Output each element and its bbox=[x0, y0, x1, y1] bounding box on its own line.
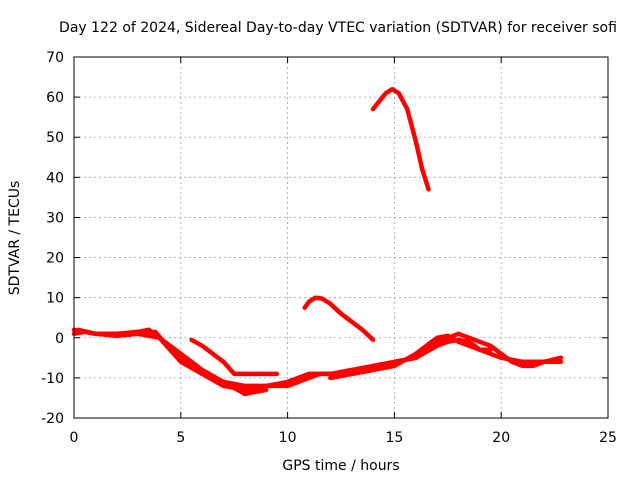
x-tick-label: 15 bbox=[385, 430, 403, 446]
y-tick-label: -20 bbox=[41, 411, 64, 427]
x-axis-label: GPS time / hours bbox=[282, 458, 399, 474]
chart-title: Day 122 of 2024, Sidereal Day-to-day VTE… bbox=[59, 20, 617, 36]
x-tick-label: 5 bbox=[176, 430, 185, 446]
x-tick-label: 0 bbox=[70, 430, 79, 446]
y-tick-label: 70 bbox=[46, 50, 64, 66]
axis-ticks: 0 5 10 15 20 25 -20 -10 0 10 20 30 40 50 60 70 bbox=[41, 50, 617, 446]
series-line-track-7 bbox=[370, 86, 431, 192]
y-tick-label: 50 bbox=[46, 130, 64, 146]
series-line-track-4 bbox=[189, 337, 280, 377]
x-tick-label: 25 bbox=[599, 430, 617, 446]
y-tick-label: 30 bbox=[46, 210, 64, 226]
y-tick-label: 0 bbox=[55, 331, 64, 347]
series-line-track-1 bbox=[71, 327, 564, 389]
y-tick-label: 40 bbox=[46, 170, 64, 186]
y-tick-label: 10 bbox=[46, 291, 64, 307]
y-tick-label: 20 bbox=[46, 251, 64, 267]
series-line-track-3 bbox=[76, 327, 269, 397]
plot-frame bbox=[73, 56, 609, 419]
y-axis-label: SDTVAR / TECUs bbox=[7, 181, 23, 296]
y-tick-label: 60 bbox=[46, 90, 64, 106]
x-tick-label: 20 bbox=[492, 430, 510, 446]
y-tick-label: -10 bbox=[41, 371, 64, 387]
series-line-track-2 bbox=[71, 327, 564, 393]
series-line-track-5 bbox=[328, 333, 493, 381]
x-tick-label: 10 bbox=[279, 430, 297, 446]
series-line-track-6 bbox=[302, 295, 376, 343]
series-group bbox=[71, 86, 564, 397]
